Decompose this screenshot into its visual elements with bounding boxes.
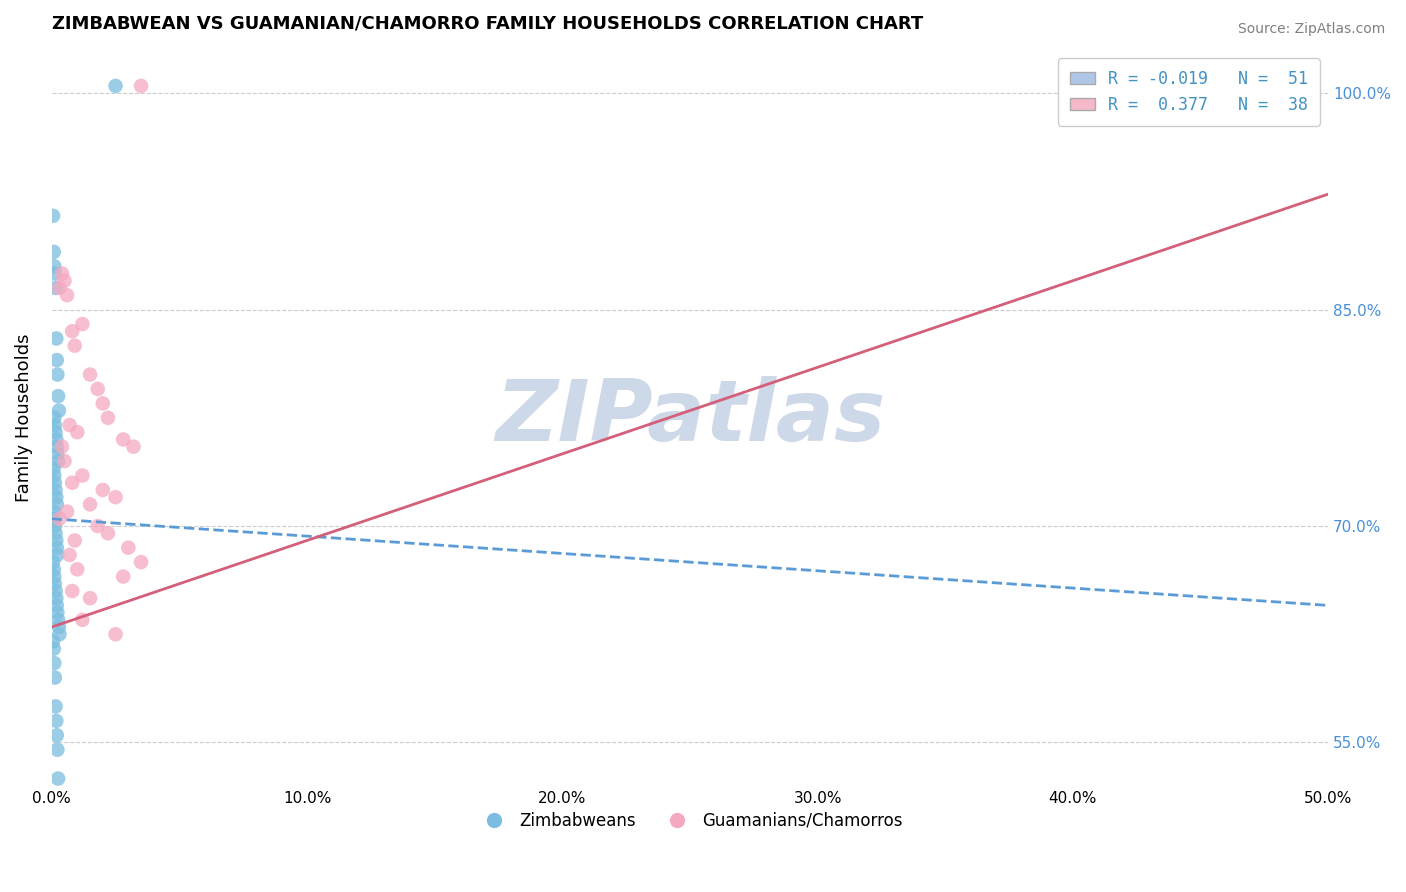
Point xyxy=(44,475,66,490)
Point xyxy=(59,417,82,432)
Point xyxy=(42,562,65,576)
Point xyxy=(112,569,135,583)
Point xyxy=(42,209,65,223)
Point xyxy=(48,620,70,634)
Point xyxy=(45,599,67,613)
Text: ZIPatlas: ZIPatlas xyxy=(495,376,884,459)
Point xyxy=(46,389,69,403)
Point xyxy=(45,591,67,606)
Point xyxy=(53,274,76,288)
Point xyxy=(51,267,73,281)
Point xyxy=(117,541,139,555)
Point xyxy=(44,267,66,281)
Point xyxy=(60,475,83,490)
Point xyxy=(45,440,67,454)
Point xyxy=(44,410,66,425)
Point xyxy=(46,742,69,756)
Point xyxy=(45,541,67,555)
Point xyxy=(44,468,66,483)
Point xyxy=(104,627,127,641)
Point xyxy=(86,382,108,396)
Point xyxy=(79,591,101,606)
Point xyxy=(86,519,108,533)
Point xyxy=(104,78,127,93)
Point xyxy=(60,584,83,599)
Text: Source: ZipAtlas.com: Source: ZipAtlas.com xyxy=(1237,22,1385,37)
Point xyxy=(79,368,101,382)
Point xyxy=(42,461,65,475)
Point xyxy=(46,606,69,620)
Point xyxy=(45,497,67,511)
Point xyxy=(66,562,89,576)
Point xyxy=(46,548,69,562)
Point xyxy=(112,433,135,447)
Point xyxy=(91,483,114,497)
Point xyxy=(46,613,69,627)
Point xyxy=(45,728,67,742)
Point xyxy=(44,417,66,432)
Point xyxy=(44,519,66,533)
Point xyxy=(46,772,69,786)
Point xyxy=(44,512,66,526)
Point xyxy=(42,641,65,656)
Point xyxy=(66,425,89,440)
Point xyxy=(45,483,67,497)
Point xyxy=(63,339,86,353)
Point xyxy=(56,505,79,519)
Point xyxy=(45,699,67,714)
Point xyxy=(72,468,94,483)
Point xyxy=(45,533,67,548)
Point xyxy=(51,786,73,800)
Point xyxy=(46,447,69,461)
Point xyxy=(48,512,70,526)
Point xyxy=(48,281,70,295)
Point xyxy=(45,490,67,504)
Point xyxy=(79,497,101,511)
Point xyxy=(42,555,65,569)
Point xyxy=(46,454,69,468)
Point xyxy=(60,324,83,338)
Point xyxy=(129,78,152,93)
Point xyxy=(44,656,66,670)
Point xyxy=(45,714,67,728)
Point xyxy=(51,440,73,454)
Point xyxy=(97,410,120,425)
Point xyxy=(104,490,127,504)
Point xyxy=(91,396,114,410)
Point xyxy=(59,548,82,562)
Point xyxy=(44,569,66,583)
Point xyxy=(97,526,120,541)
Point xyxy=(45,331,67,345)
Y-axis label: Family Households: Family Households xyxy=(15,334,32,502)
Text: ZIMBABWEAN VS GUAMANIAN/CHAMORRO FAMILY HOUSEHOLDS CORRELATION CHART: ZIMBABWEAN VS GUAMANIAN/CHAMORRO FAMILY … xyxy=(52,15,922,33)
Point xyxy=(45,425,67,440)
Point xyxy=(45,281,67,295)
Point xyxy=(45,353,67,368)
Point xyxy=(42,244,65,259)
Point xyxy=(53,454,76,468)
Point xyxy=(44,576,66,591)
Point xyxy=(129,555,152,569)
Point xyxy=(122,440,145,454)
Point xyxy=(44,260,66,274)
Point xyxy=(72,613,94,627)
Point xyxy=(63,533,86,548)
Point xyxy=(45,526,67,541)
Legend: Zimbabweans, Guamanians/Chamorros: Zimbabweans, Guamanians/Chamorros xyxy=(471,805,910,837)
Point xyxy=(45,433,67,447)
Point xyxy=(42,505,65,519)
Point xyxy=(44,671,66,685)
Point xyxy=(72,317,94,331)
Point xyxy=(48,403,70,417)
Point xyxy=(42,634,65,648)
Point xyxy=(46,368,69,382)
Point xyxy=(45,584,67,599)
Point xyxy=(56,288,79,302)
Point xyxy=(48,627,70,641)
